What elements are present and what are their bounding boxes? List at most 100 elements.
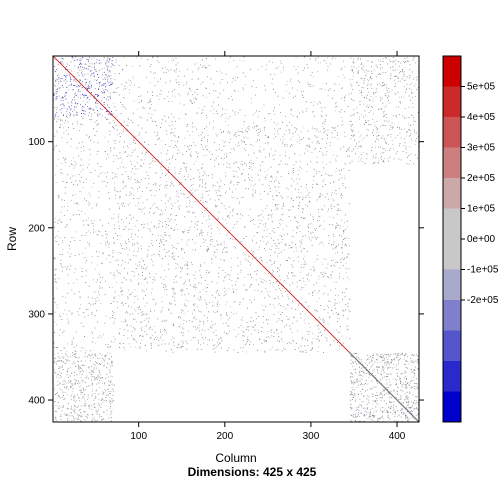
matrix-entry: [411, 413, 413, 414]
matrix-entry: [66, 115, 67, 117]
matrix-entry: [378, 159, 380, 161]
matrix-entry: [60, 61, 62, 63]
matrix-entry: [317, 140, 318, 142]
matrix-entry: [334, 110, 336, 112]
matrix-entry: [178, 343, 179, 345]
matrix-entry: [74, 165, 76, 167]
matrix-entry: [331, 260, 333, 261]
matrix-entry: [71, 181, 73, 183]
matrix-entry: [240, 347, 242, 349]
matrix-entry: [210, 321, 212, 322]
matrix-entry: [125, 108, 127, 110]
matrix-entry: [275, 190, 277, 192]
matrix-entry: [219, 92, 221, 94]
matrix-entry: [335, 190, 337, 191]
matrix-entry: [259, 215, 261, 216]
matrix-entry: [111, 82, 113, 84]
matrix-entry: [268, 319, 270, 321]
matrix-entry: [270, 330, 272, 331]
matrix-entry: [346, 337, 348, 339]
matrix-entry: [398, 359, 399, 361]
matrix-entry: [250, 160, 252, 161]
matrix-entry: [391, 402, 393, 403]
matrix-entry: [351, 392, 352, 394]
matrix-entry: [94, 342, 96, 344]
matrix-entry: [74, 92, 76, 94]
matrix-entry: [340, 225, 342, 227]
matrix-entry: [121, 123, 122, 125]
matrix-entry: [309, 326, 311, 328]
matrix-entry: [389, 408, 391, 410]
matrix-entry: [159, 243, 161, 244]
matrix-entry: [66, 86, 67, 88]
matrix-entry: [71, 393, 73, 395]
matrix-entry: [296, 221, 298, 222]
matrix-entry: [221, 72, 223, 74]
matrix-entry: [243, 340, 245, 342]
matrix-entry: [67, 322, 69, 324]
matrix-entry: [174, 297, 176, 299]
matrix-entry: [228, 118, 230, 120]
matrix-entry: [282, 141, 283, 143]
matrix-entry: [402, 391, 404, 393]
matrix-entry: [165, 130, 167, 132]
matrix-entry: [350, 376, 352, 377]
matrix-entry: [94, 121, 96, 123]
matrix-entry: [335, 58, 337, 59]
matrix-entry: [55, 274, 56, 276]
matrix-entry: [141, 208, 143, 210]
matrix-entry: [266, 243, 267, 245]
matrix-entry: [305, 196, 307, 198]
matrix-entry: [405, 396, 407, 398]
matrix-entry: [257, 290, 259, 292]
matrix-entry: [343, 230, 345, 231]
matrix-entry: [121, 301, 123, 303]
matrix-entry: [193, 317, 195, 319]
matrix-entry: [113, 65, 115, 66]
matrix-entry: [347, 318, 349, 320]
matrix-entry: [78, 155, 80, 157]
matrix-entry: [264, 143, 266, 144]
matrix-entry: [192, 126, 194, 128]
matrix-entry: [343, 222, 345, 224]
matrix-entry: [246, 289, 248, 291]
matrix-entry: [134, 179, 136, 181]
matrix-entry: [60, 81, 62, 83]
matrix-entry: [159, 185, 160, 187]
matrix-entry: [202, 338, 204, 340]
matrix-entry: [417, 388, 419, 389]
matrix-entry: [333, 180, 335, 182]
matrix-entry: [342, 298, 343, 300]
matrix-entry: [175, 268, 177, 269]
matrix-entry: [290, 146, 291, 147]
matrix-entry: [54, 118, 55, 120]
matrix-entry: [168, 101, 170, 102]
matrix-entry: [127, 271, 129, 273]
matrix-entry: [350, 359, 352, 361]
matrix-entry: [73, 346, 75, 348]
matrix-entry: [160, 221, 162, 222]
matrix-entry: [221, 157, 222, 159]
matrix-entry: [102, 252, 104, 254]
matrix-entry: [294, 275, 296, 277]
matrix-entry: [238, 327, 240, 329]
matrix-entry: [93, 64, 95, 66]
matrix-entry: [207, 135, 209, 136]
matrix-entry: [144, 142, 145, 143]
matrix-entry: [142, 227, 144, 229]
matrix-entry: [119, 342, 121, 344]
matrix-entry: [103, 57, 105, 58]
matrix-entry: [61, 254, 63, 255]
matrix-entry: [365, 120, 366, 121]
matrix-entry: [56, 304, 58, 306]
matrix-entry: [364, 110, 366, 112]
matrix-entry: [312, 219, 314, 220]
matrix-entry: [188, 174, 190, 175]
matrix-entry: [399, 114, 401, 116]
matrix-entry: [254, 183, 256, 185]
matrix-entry: [164, 289, 165, 291]
matrix-entry: [370, 413, 371, 415]
matrix-entry: [197, 68, 199, 70]
matrix-entry: [250, 321, 252, 323]
matrix-entry: [249, 165, 250, 167]
